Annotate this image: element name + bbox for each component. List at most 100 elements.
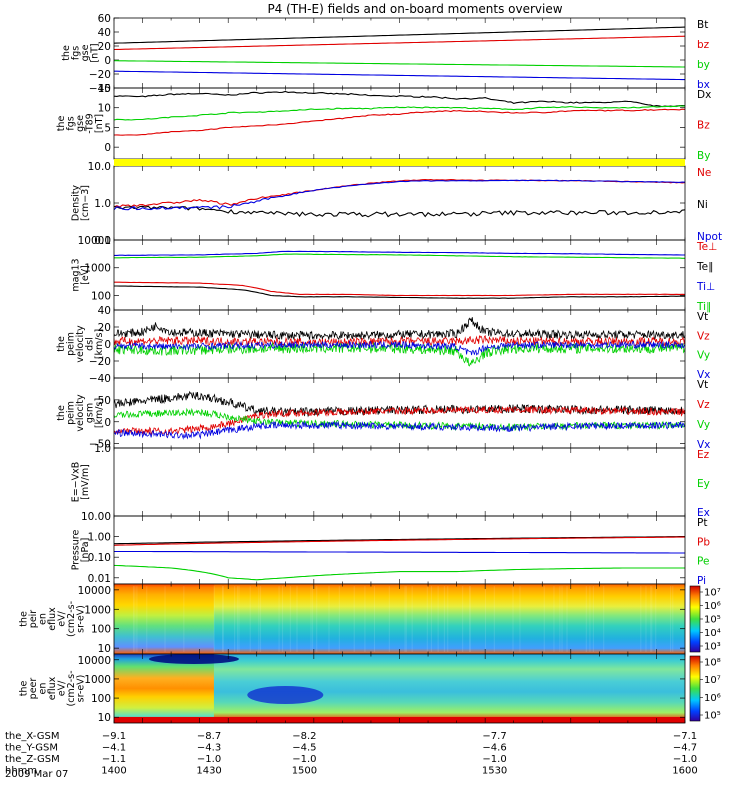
spectrogram-feature xyxy=(247,686,324,704)
y-axis-label-line: [nT] xyxy=(89,43,100,62)
series-line-vt xyxy=(113,390,686,418)
y-tick-label: 10.00 xyxy=(81,511,111,523)
y-tick-label: 40 xyxy=(98,27,111,39)
series-line-pb xyxy=(113,536,685,546)
y-axis-label-line: eV/ xyxy=(57,610,68,626)
colorbar xyxy=(689,585,701,653)
separator-bar xyxy=(114,159,685,166)
x-axis-row-label: the_Y-GSM xyxy=(5,743,58,754)
legend-entry: Vz xyxy=(697,330,710,342)
x-axis-value: −1.0 xyxy=(673,754,697,765)
panel-pressure: Pressure[nPa] 10.00 1.00 0.10 0.01 Pt Pb Pe Pi xyxy=(70,511,710,587)
y-tick-label: 50 xyxy=(98,395,111,407)
y-axis-label-line: [nPa] xyxy=(80,538,91,563)
legend-entry: Bz xyxy=(697,120,710,132)
y-axis-label-line: eflux xyxy=(47,676,58,700)
x-axis-value: 1400 xyxy=(101,766,126,777)
panel-density: Density[cm−3] 10.0 1.0 0.1 Ne Ni Npot xyxy=(70,161,722,247)
y-tick-label: 10 xyxy=(98,712,111,724)
x-axis-annotations: the_X-GSM −9.1 −8.7 −8.2 −7.7 −7.1 the_Y-GSM −4… xyxy=(5,731,698,780)
legend-entry: Dx xyxy=(697,89,711,101)
legend-entry: Ey xyxy=(697,478,710,490)
y-tick-label: 0 xyxy=(104,55,111,67)
y-axis-label-line: [km/s] xyxy=(94,398,105,428)
y-axis-label-line: Density xyxy=(70,185,81,221)
y-axis-label-line: fgs xyxy=(70,46,81,60)
y-tick-label: 10 xyxy=(98,643,111,655)
y-axis-label-line: the xyxy=(56,405,67,421)
legend-entry: Vy xyxy=(697,419,710,431)
series-line-ne xyxy=(113,178,686,208)
legend-entry: Ti⊥ xyxy=(696,281,715,293)
legend-entry: Pt xyxy=(697,517,707,529)
panels: thefgsgse[nT]6040200−20−40Btbzbybxthefgs… xyxy=(19,13,723,724)
y-tick-label: 0 xyxy=(104,142,111,154)
y-tick-label: 100 xyxy=(91,693,111,705)
y-tick-label: 1.00 xyxy=(88,532,111,544)
y-tick-label: 10000 xyxy=(78,235,111,247)
y-tick-label: −20 xyxy=(89,356,111,368)
series-line-bt xyxy=(113,26,686,44)
series-line-te⊥ xyxy=(114,281,686,297)
series-line-bz xyxy=(113,108,686,136)
y-tick-label: 10000 xyxy=(78,655,111,667)
y-axis-label: mag13[eV] xyxy=(70,258,91,291)
y-axis-label-line: the xyxy=(56,116,67,132)
y-tick-label: 10 xyxy=(98,103,111,115)
y-tick-label: 1000 xyxy=(84,604,111,616)
y-axis-label-line: the xyxy=(19,681,30,697)
series-line-bz xyxy=(113,35,686,51)
series-line-ti⊥ xyxy=(114,250,685,256)
y-axis-label-line: en xyxy=(38,613,49,625)
y-axis-label-line: mag13 xyxy=(70,258,81,291)
y-axis-label-line: peir xyxy=(28,610,39,629)
y-axis-label-line: [cm−3] xyxy=(80,185,91,221)
colorbar-tick-label: 10⁴ xyxy=(704,628,721,639)
legend-entry: Vy xyxy=(697,350,710,362)
colorbar-tick-label: 10⁵ xyxy=(704,615,721,626)
legend-entry: Pi xyxy=(697,575,706,587)
chart-title: P4 (TH-E) fields and on-board moments ov… xyxy=(267,2,562,16)
y-axis-label-line: peim xyxy=(66,332,77,356)
y-axis-label-line: the xyxy=(56,336,67,352)
panel-frame xyxy=(113,515,686,585)
x-axis-value: 1500 xyxy=(292,766,317,777)
panel-frame xyxy=(113,165,686,241)
x-axis-value: −8.2 xyxy=(292,731,316,742)
y-tick-label: 60 xyxy=(98,13,111,25)
panel-temperature: mag13[eV] 10000 1000 100 Te⊥ Te∥ Ti⊥ Ti∥ xyxy=(70,235,717,313)
series-line-dx xyxy=(113,90,686,108)
x-axis-value: −4.7 xyxy=(673,743,697,754)
y-axis-label-line: [km/s] xyxy=(94,329,105,359)
spectrogram-late xyxy=(213,584,686,654)
series-line-vx xyxy=(113,420,686,440)
colorbar-tick-label: 10⁶ xyxy=(704,601,721,612)
y-axis-label-line: en xyxy=(38,683,49,695)
y-axis-label: Pressure[nPa] xyxy=(70,530,91,571)
legend-entry: Ex xyxy=(697,507,710,519)
y-axis-label-line: gse xyxy=(75,115,86,132)
y-tick-label: 100 xyxy=(91,624,111,636)
legend-entry: Vt xyxy=(697,311,708,323)
x-axis-row-label: the_X-GSM xyxy=(5,731,59,742)
legend-entry: bx xyxy=(697,79,710,91)
x-axis-value: −8.7 xyxy=(197,731,221,742)
series-line-by xyxy=(114,60,685,68)
colorbar-tick-label: 10⁸ xyxy=(704,658,721,669)
y-axis-label-line: [nT] xyxy=(94,114,105,133)
series-line-ni xyxy=(113,205,686,218)
legend-entry: Te∥ xyxy=(696,261,713,273)
series-line-vx xyxy=(113,340,686,356)
x-axis-value: −1.1 xyxy=(102,754,126,765)
y-axis-label-line: sr-eV) xyxy=(76,605,87,633)
legend-entry: Npot xyxy=(697,231,722,243)
legend-entry: Vz xyxy=(697,399,710,411)
